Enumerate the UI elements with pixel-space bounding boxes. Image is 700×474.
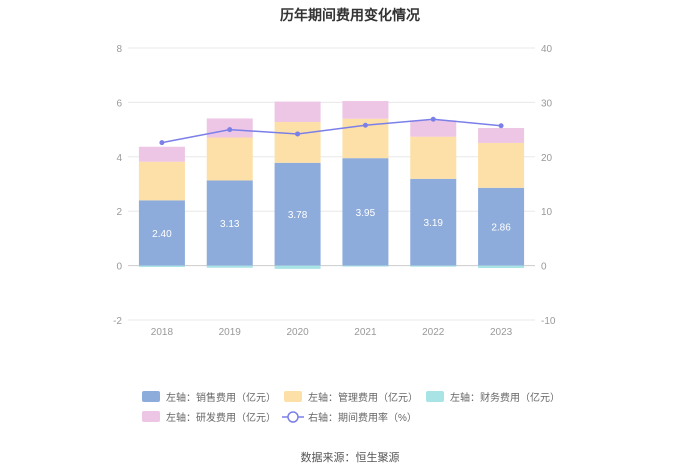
x-tick-label: 2023 (490, 327, 513, 338)
bar-segment (138, 146, 185, 162)
legend-label: 右轴：期间费用率（%） (308, 411, 417, 424)
left-tick-label: 8 (116, 44, 122, 55)
bar-segment (206, 180, 253, 266)
bar-segment (410, 265, 457, 267)
bar-segment (342, 158, 389, 266)
bar-segment (138, 265, 185, 267)
bar-segment (138, 161, 185, 201)
legend: 左轴：销售费用（亿元） 左轴：管理费用（亿元） 左轴：财务费用（亿元） 左轴：研发费用… (142, 391, 560, 424)
rate-point (362, 122, 368, 128)
bar-value-label: 3.19 (424, 218, 444, 229)
bar-segment (274, 265, 321, 269)
bar-segment (206, 265, 253, 268)
rate-line (159, 116, 504, 146)
rate-point (295, 131, 301, 137)
legend-swatch (284, 391, 302, 402)
legend-swatch (142, 391, 160, 402)
bar-segment (342, 101, 389, 119)
x-tick-label: 2021 (354, 327, 377, 338)
bar-segment (274, 162, 321, 266)
bar-segment (274, 101, 321, 122)
rate-point (227, 127, 233, 133)
bar-value-label: 3.78 (288, 210, 308, 221)
chart-title: 历年期间费用变化情况 (280, 7, 420, 23)
left-tick-label: 4 (116, 153, 122, 164)
axes: -2 0 2 4 6 8 -10 0 10 20 30 40 2018 2019 2020 2021 2022 2… (113, 44, 556, 338)
right-tick-label: 10 (541, 207, 553, 218)
left-tick-label: -2 (113, 316, 122, 327)
right-tick-label: 30 (541, 98, 553, 109)
bar-segment (478, 142, 525, 188)
x-tick-label: 2018 (151, 327, 174, 338)
legend-label: 左轴：研发费用（亿元） (166, 411, 276, 424)
bar-value-label: 2.86 (491, 223, 511, 234)
bars (138, 101, 525, 269)
bar-segment (206, 137, 253, 181)
bar-value-label: 2.40 (152, 229, 172, 240)
rate-point (430, 116, 436, 122)
legend-label: 左轴：管理费用（亿元） (308, 391, 418, 404)
right-tick-label: -10 (541, 316, 556, 327)
left-tick-label: 2 (116, 207, 122, 218)
source-note: 数据来源：恒生聚源 (301, 450, 400, 464)
right-tick-label: 20 (541, 153, 553, 164)
legend-swatch (426, 391, 444, 402)
bar-segment (138, 200, 185, 266)
rate-line-path (161, 118, 502, 144)
bar-value-label: 3.95 (356, 208, 376, 219)
bar-segment (410, 120, 457, 137)
legend-label: 左轴：销售费用（亿元） (166, 391, 276, 404)
bar-segment (410, 136, 457, 179)
legend-marker (287, 411, 299, 423)
bar-value-label: 3.13 (220, 219, 240, 230)
bar-segment (478, 265, 525, 269)
x-tick-label: 2019 (219, 327, 242, 338)
legend-label: 左轴：财务费用（亿元） (450, 391, 560, 404)
left-tick-label: 6 (116, 98, 122, 109)
bar-segment (478, 127, 525, 143)
bar-segment (274, 121, 321, 163)
bar-segment (410, 178, 457, 266)
x-tick-label: 2022 (422, 327, 445, 338)
x-tick-label: 2020 (286, 327, 309, 338)
data-labels: 2.40 3.13 3.78 3.95 3.19 2.86 (152, 208, 511, 240)
rate-point (498, 123, 504, 129)
bar-segment (342, 265, 389, 267)
legend-swatch (142, 411, 160, 422)
rate-point (159, 140, 165, 146)
bar-segment (478, 187, 525, 266)
grid (128, 47, 535, 321)
left-tick-label: 0 (116, 262, 122, 273)
right-tick-label: 0 (541, 262, 547, 273)
right-tick-label: 40 (541, 44, 553, 55)
